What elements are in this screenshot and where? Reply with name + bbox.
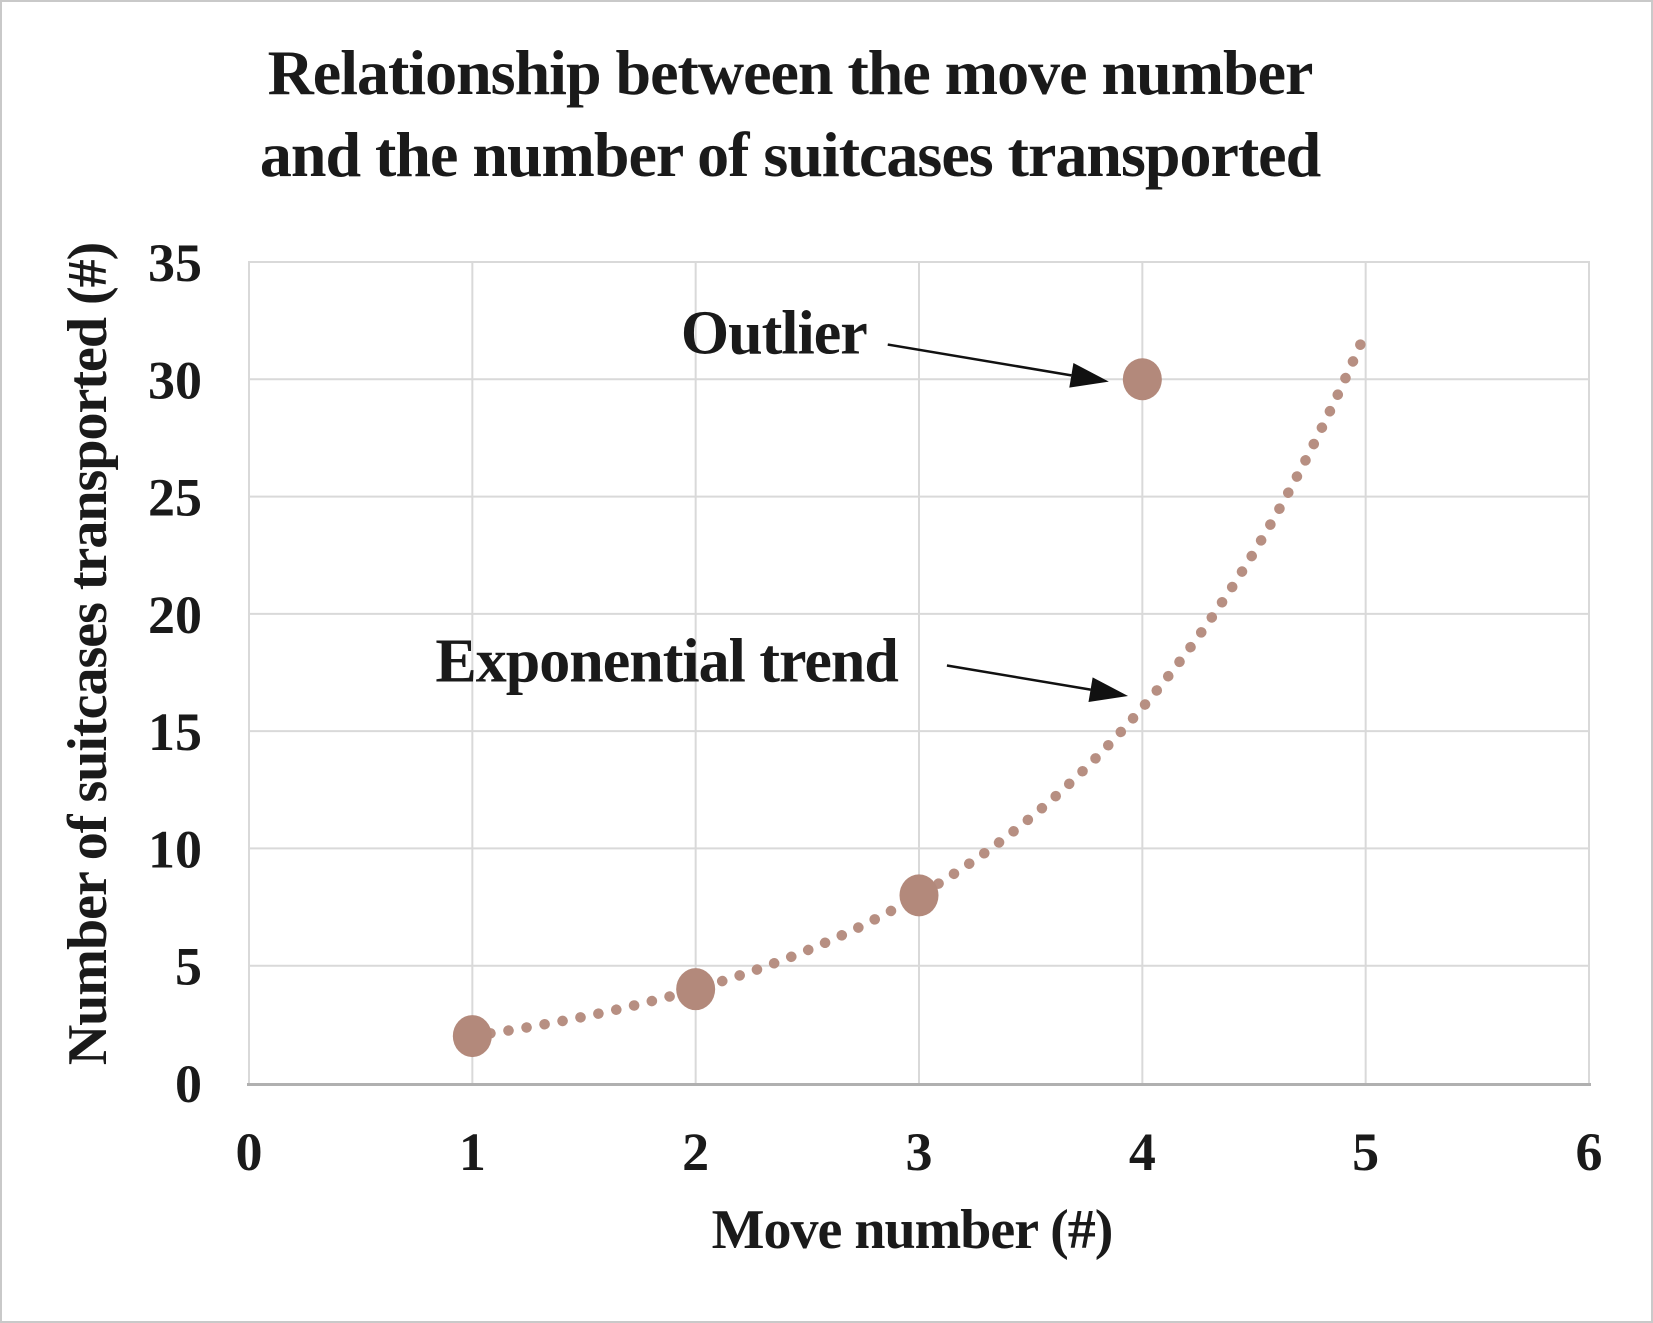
trend-dotted-line [467, 337, 1367, 1042]
x-tick-label: 2 [682, 1122, 709, 1182]
y-tick-label: 10 [148, 819, 202, 879]
x-axis-title: Move number (#) [711, 1199, 1114, 1261]
y-tick-label: 15 [148, 702, 202, 762]
chart-title-line1: Relationship between the move number [267, 37, 1314, 108]
x-tick-label: 6 [1576, 1122, 1603, 1182]
chart-title: Relationship between the move number and… [2, 32, 1578, 196]
data-point-marker [676, 968, 716, 1011]
y-tick-label: 5 [175, 937, 202, 997]
annotation-label-exponential-trend: Exponential trend [435, 627, 898, 696]
annotation-arrow-line [946, 664, 1091, 691]
x-tick-label: 4 [1129, 1122, 1156, 1182]
x-tick-label: 1 [459, 1122, 486, 1182]
y-tick-label: 30 [148, 350, 202, 410]
y-tick-label: 0 [175, 1054, 202, 1114]
annotation-arrow-head [1088, 677, 1129, 702]
y-tick-label: 25 [148, 468, 202, 528]
y-axis-title: Number of suitcases transported (#) [57, 242, 119, 1066]
annotation-arrow-head [1069, 363, 1109, 388]
x-tick-label: 0 [236, 1122, 263, 1182]
y-tick-label: 35 [148, 233, 202, 293]
annotation-arrow-line [887, 343, 1072, 377]
annotation-label-outlier: Outlier [680, 299, 868, 368]
x-tick-label: 3 [906, 1122, 933, 1182]
data-point-marker [899, 874, 939, 917]
data-point-marker [452, 1015, 492, 1058]
y-tick-label: 20 [148, 585, 202, 645]
x-tick-label: 5 [1352, 1122, 1379, 1182]
chart-title-line2: and the number of suitcases transported [259, 119, 1321, 190]
data-point-marker-outlier [1122, 358, 1162, 401]
